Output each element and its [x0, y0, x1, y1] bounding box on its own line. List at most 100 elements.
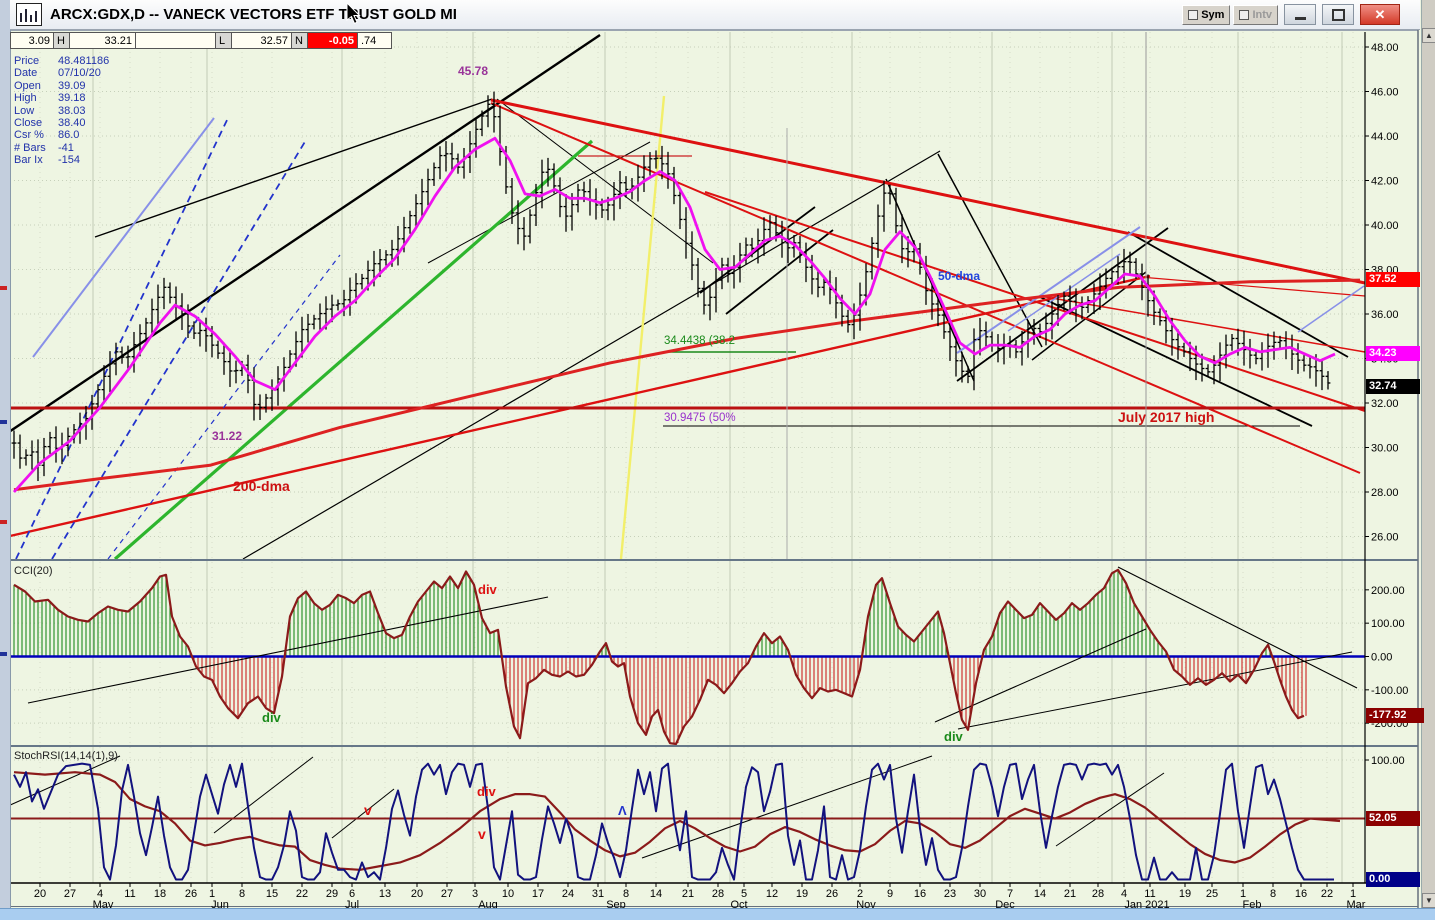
svg-text:21: 21: [682, 888, 694, 900]
bottom-status-strip: [0, 908, 1435, 920]
sym-button-label: Sym: [1201, 8, 1225, 21]
svg-text:13: 13: [379, 888, 391, 900]
net-change-value: -0.05: [308, 32, 358, 49]
svg-text:26.00: 26.00: [1371, 532, 1399, 544]
edge-mark: [0, 420, 7, 424]
svg-text:1: 1: [209, 888, 215, 900]
svg-text:7: 7: [1007, 888, 1013, 900]
svg-text:1: 1: [1240, 888, 1246, 900]
svg-text:100.00: 100.00: [1371, 755, 1405, 767]
svg-text:1: 1: [1350, 888, 1356, 900]
svg-text:26: 26: [185, 888, 197, 900]
svg-text:26: 26: [826, 888, 838, 900]
svg-text:8: 8: [623, 888, 629, 900]
svg-text:31: 31: [592, 888, 604, 900]
svg-text:10: 10: [502, 888, 514, 900]
low-value: 32.57: [232, 32, 292, 49]
svg-text:0.00: 0.00: [1371, 652, 1392, 664]
intv-button[interactable]: Intv: [1233, 4, 1278, 25]
spacer-field: [136, 32, 216, 49]
svg-text:21: 21: [1064, 888, 1076, 900]
svg-text:27: 27: [64, 888, 76, 900]
peak-price-annotation: 45.78: [458, 64, 489, 78]
sym-button[interactable]: Sym: [1182, 4, 1231, 25]
minimize-icon: [1294, 17, 1306, 20]
svg-text:19: 19: [1179, 888, 1191, 900]
svg-text:11: 11: [124, 888, 135, 900]
cci-divergence-green-1: div: [262, 710, 281, 725]
svg-text:22: 22: [1321, 888, 1333, 900]
info-row: Price 48.481186: [14, 55, 110, 67]
net-label: N: [292, 32, 308, 49]
last-close-badge: 32.74: [1366, 379, 1420, 394]
stoch-level-badge: 52.05: [1366, 811, 1420, 826]
cci-divergence-green-2: div: [944, 729, 963, 744]
cci-divergence-red: div: [478, 582, 497, 597]
svg-text:-100.00: -100.00: [1371, 685, 1408, 697]
svg-text:28: 28: [1092, 888, 1104, 900]
svg-text:8: 8: [239, 888, 245, 900]
edge-mark: [0, 652, 7, 656]
low-price-annotation: 31.22: [212, 429, 243, 443]
svg-text:4: 4: [97, 888, 103, 900]
scroll-down-button[interactable]: ▼: [1422, 893, 1435, 908]
vertical-scrollbar[interactable]: [1421, 0, 1435, 908]
info-row: High 39.18: [14, 92, 86, 105]
svg-text:18: 18: [154, 888, 166, 900]
svg-text:20: 20: [34, 888, 46, 900]
last-value: .74: [358, 32, 392, 49]
info-row: Date 07/10/20: [14, 67, 101, 80]
svg-text:28.00: 28.00: [1371, 487, 1399, 499]
svg-text:14: 14: [650, 888, 662, 900]
svg-text:24: 24: [562, 888, 574, 900]
fib-382-annotation: 34.4438 (38.2: [664, 335, 735, 347]
minimize-button[interactable]: [1284, 4, 1316, 25]
title-bar[interactable]: ARCX:GDX,D -- VANECK VECTORS ETF TRUST G…: [10, 0, 1420, 30]
svg-text:16: 16: [1295, 888, 1307, 900]
svg-text:9: 9: [887, 888, 893, 900]
info-row: Open 39.09: [14, 79, 86, 92]
stoch-v-marker-2: v: [478, 826, 486, 842]
restore-button[interactable]: [1322, 4, 1354, 25]
scroll-up-icon: ▲: [1425, 31, 1433, 40]
svg-text:4: 4: [1121, 888, 1127, 900]
close-button[interactable]: ✕: [1360, 4, 1400, 25]
info-row: # Bars -41: [14, 141, 74, 154]
cci-value-badge: -177.92: [1366, 708, 1424, 723]
high-value: 33.21: [70, 32, 136, 49]
cci-panel-label: CCI(20): [14, 565, 53, 577]
svg-text:200.00: 200.00: [1371, 585, 1405, 597]
svg-text:12: 12: [766, 888, 778, 900]
scroll-up-button[interactable]: ▲: [1422, 28, 1435, 43]
svg-text:44.00: 44.00: [1371, 131, 1399, 143]
svg-text:42.00: 42.00: [1371, 176, 1399, 188]
svg-text:100.00: 100.00: [1371, 618, 1405, 630]
intv-button-icon: [1239, 9, 1250, 20]
svg-text:6: 6: [349, 888, 355, 900]
svg-text:22: 22: [296, 888, 308, 900]
svg-text:40.00: 40.00: [1371, 220, 1399, 232]
svg-text:36.00: 36.00: [1371, 309, 1399, 321]
svg-text:3: 3: [472, 888, 478, 900]
quote-bar: 3.09 H 33.21 L 32.57 N -0.05 .74: [10, 32, 392, 49]
svg-text:28: 28: [712, 888, 724, 900]
ma200-annotation: 200-dma: [233, 478, 290, 494]
intv-button-label: Intv: [1252, 8, 1272, 21]
svg-text:17: 17: [532, 888, 544, 900]
ma50-annotation: 50-dma: [938, 269, 981, 283]
svg-text:46.00: 46.00: [1371, 87, 1399, 99]
high-label: H: [54, 32, 70, 49]
info-row: Bar Ix -154: [14, 154, 81, 167]
svg-text:14: 14: [1034, 888, 1046, 900]
left-window-edge: [0, 0, 11, 920]
close-icon: ✕: [1374, 6, 1386, 22]
svg-text:25: 25: [1206, 888, 1218, 900]
svg-text:2: 2: [857, 888, 863, 900]
stoch-divergence-red: div: [477, 784, 496, 799]
low-label: L: [216, 32, 232, 49]
svg-text:5: 5: [741, 888, 747, 900]
svg-text:8: 8: [1270, 888, 1276, 900]
edge-mark: [0, 286, 7, 290]
